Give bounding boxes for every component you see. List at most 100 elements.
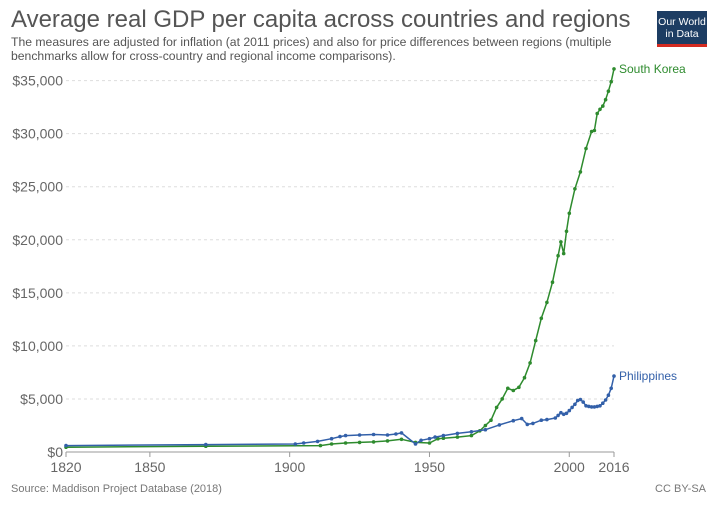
data-point-philippines[interactable] [598,404,602,408]
data-point-philippines[interactable] [612,374,616,378]
data-point-philippines[interactable] [497,423,502,427]
data-point-south-korea[interactable] [399,437,404,442]
data-point-philippines[interactable] [455,431,460,436]
data-point-south-korea[interactable] [506,386,510,391]
series-label-south-korea[interactable]: South Korea [619,62,686,76]
data-point-south-korea[interactable] [436,436,440,441]
data-point-philippines[interactable] [483,427,488,432]
chart-title: Average real GDP per capita across count… [11,6,631,33]
data-point-south-korea[interactable] [578,170,583,174]
data-point-philippines[interactable] [427,436,432,441]
data-point-philippines[interactable] [329,436,334,441]
data-point-philippines[interactable] [531,421,535,426]
data-point-philippines[interactable] [357,433,362,437]
data-point-south-korea[interactable] [494,405,499,410]
data-point-philippines[interactable] [519,416,524,421]
data-point-south-korea[interactable] [545,300,549,305]
data-point-south-korea[interactable] [539,316,544,321]
data-point-philippines[interactable] [441,433,446,438]
data-point-philippines[interactable] [525,422,530,427]
data-point-philippines[interactable] [587,404,591,409]
data-point-philippines[interactable] [413,442,418,446]
data-point-philippines[interactable] [556,413,560,418]
data-point-south-korea[interactable] [606,89,611,93]
data-point-south-korea[interactable] [567,211,572,216]
data-point-south-korea[interactable] [556,253,560,258]
data-point-south-korea[interactable] [469,433,474,438]
data-point-philippines[interactable] [570,405,574,410]
data-point-south-korea[interactable] [427,441,432,445]
data-point-philippines[interactable] [539,418,544,423]
data-point-philippines[interactable] [399,431,404,435]
data-point-south-korea[interactable] [612,67,616,71]
data-point-south-korea[interactable] [609,79,613,84]
data-point-south-korea[interactable] [511,388,516,393]
data-point-philippines[interactable] [589,405,594,409]
data-point-south-korea[interactable] [329,442,334,446]
data-point-philippines[interactable] [592,405,597,409]
data-point-philippines[interactable] [609,386,613,391]
data-point-philippines[interactable] [578,397,583,402]
data-point-south-korea[interactable] [489,418,493,423]
data-point-philippines[interactable] [338,434,342,439]
data-point-philippines[interactable] [315,439,320,444]
data-point-south-korea[interactable] [528,361,532,365]
data-point-south-korea[interactable] [589,129,594,134]
data-point-philippines[interactable] [511,418,516,423]
data-point-south-korea[interactable] [455,435,460,439]
data-point-philippines[interactable] [204,442,208,447]
data-point-south-korea[interactable] [601,104,605,108]
data-point-philippines[interactable] [394,432,398,436]
data-point-philippines[interactable] [545,417,549,422]
data-point-south-korea[interactable] [522,375,527,380]
data-point-philippines[interactable] [293,442,298,446]
data-point-south-korea[interactable] [561,251,566,256]
data-point-south-korea[interactable] [533,338,538,343]
data-point-south-korea[interactable] [550,280,555,285]
data-point-south-korea[interactable] [592,128,597,133]
data-point-philippines[interactable] [371,432,376,437]
series-line-south-korea[interactable] [65,68,615,448]
data-point-philippines[interactable] [564,411,569,416]
data-point-south-korea[interactable] [385,439,390,443]
data-point-south-korea[interactable] [441,436,446,441]
data-point-south-korea[interactable] [517,385,521,390]
data-point-philippines[interactable] [64,443,68,448]
data-point-south-korea[interactable] [603,97,608,102]
data-point-philippines[interactable] [595,404,599,409]
data-point-south-korea[interactable] [483,423,488,428]
data-point-philippines[interactable] [581,400,585,404]
source-note[interactable]: Source: Maddison Project Database (2018) [11,483,222,495]
data-point-philippines[interactable] [385,433,390,437]
data-point-philippines[interactable] [433,435,437,439]
license-note[interactable]: CC BY-SA [655,483,706,495]
data-point-philippines[interactable] [343,433,348,438]
data-point-south-korea[interactable] [357,440,362,445]
data-point-south-korea[interactable] [500,397,505,401]
data-point-philippines[interactable] [559,410,563,415]
data-point-philippines[interactable] [575,398,580,403]
data-point-south-korea[interactable] [343,441,348,445]
data-point-philippines[interactable] [603,398,608,402]
series-lines [64,67,616,450]
data-point-south-korea[interactable] [559,240,563,244]
data-point-south-korea[interactable] [318,443,323,448]
data-point-south-korea[interactable] [584,146,588,151]
data-point-philippines[interactable] [419,438,423,443]
data-point-south-korea[interactable] [598,107,602,112]
data-point-philippines[interactable] [301,441,306,445]
data-point-philippines[interactable] [601,401,605,406]
data-point-philippines[interactable] [573,402,577,407]
series-label-philippines[interactable]: Philippines [619,369,677,383]
data-point-philippines[interactable] [553,416,558,420]
data-point-south-korea[interactable] [371,440,376,444]
data-point-philippines[interactable] [584,404,588,408]
data-point-philippines[interactable] [606,393,611,398]
owid-logo[interactable]: Our World in Data [657,11,707,47]
data-point-south-korea[interactable] [564,229,569,234]
data-point-philippines[interactable] [561,412,566,417]
data-point-south-korea[interactable] [595,111,599,116]
data-point-philippines[interactable] [469,430,474,434]
data-point-philippines[interactable] [567,408,572,413]
data-point-south-korea[interactable] [573,187,577,191]
